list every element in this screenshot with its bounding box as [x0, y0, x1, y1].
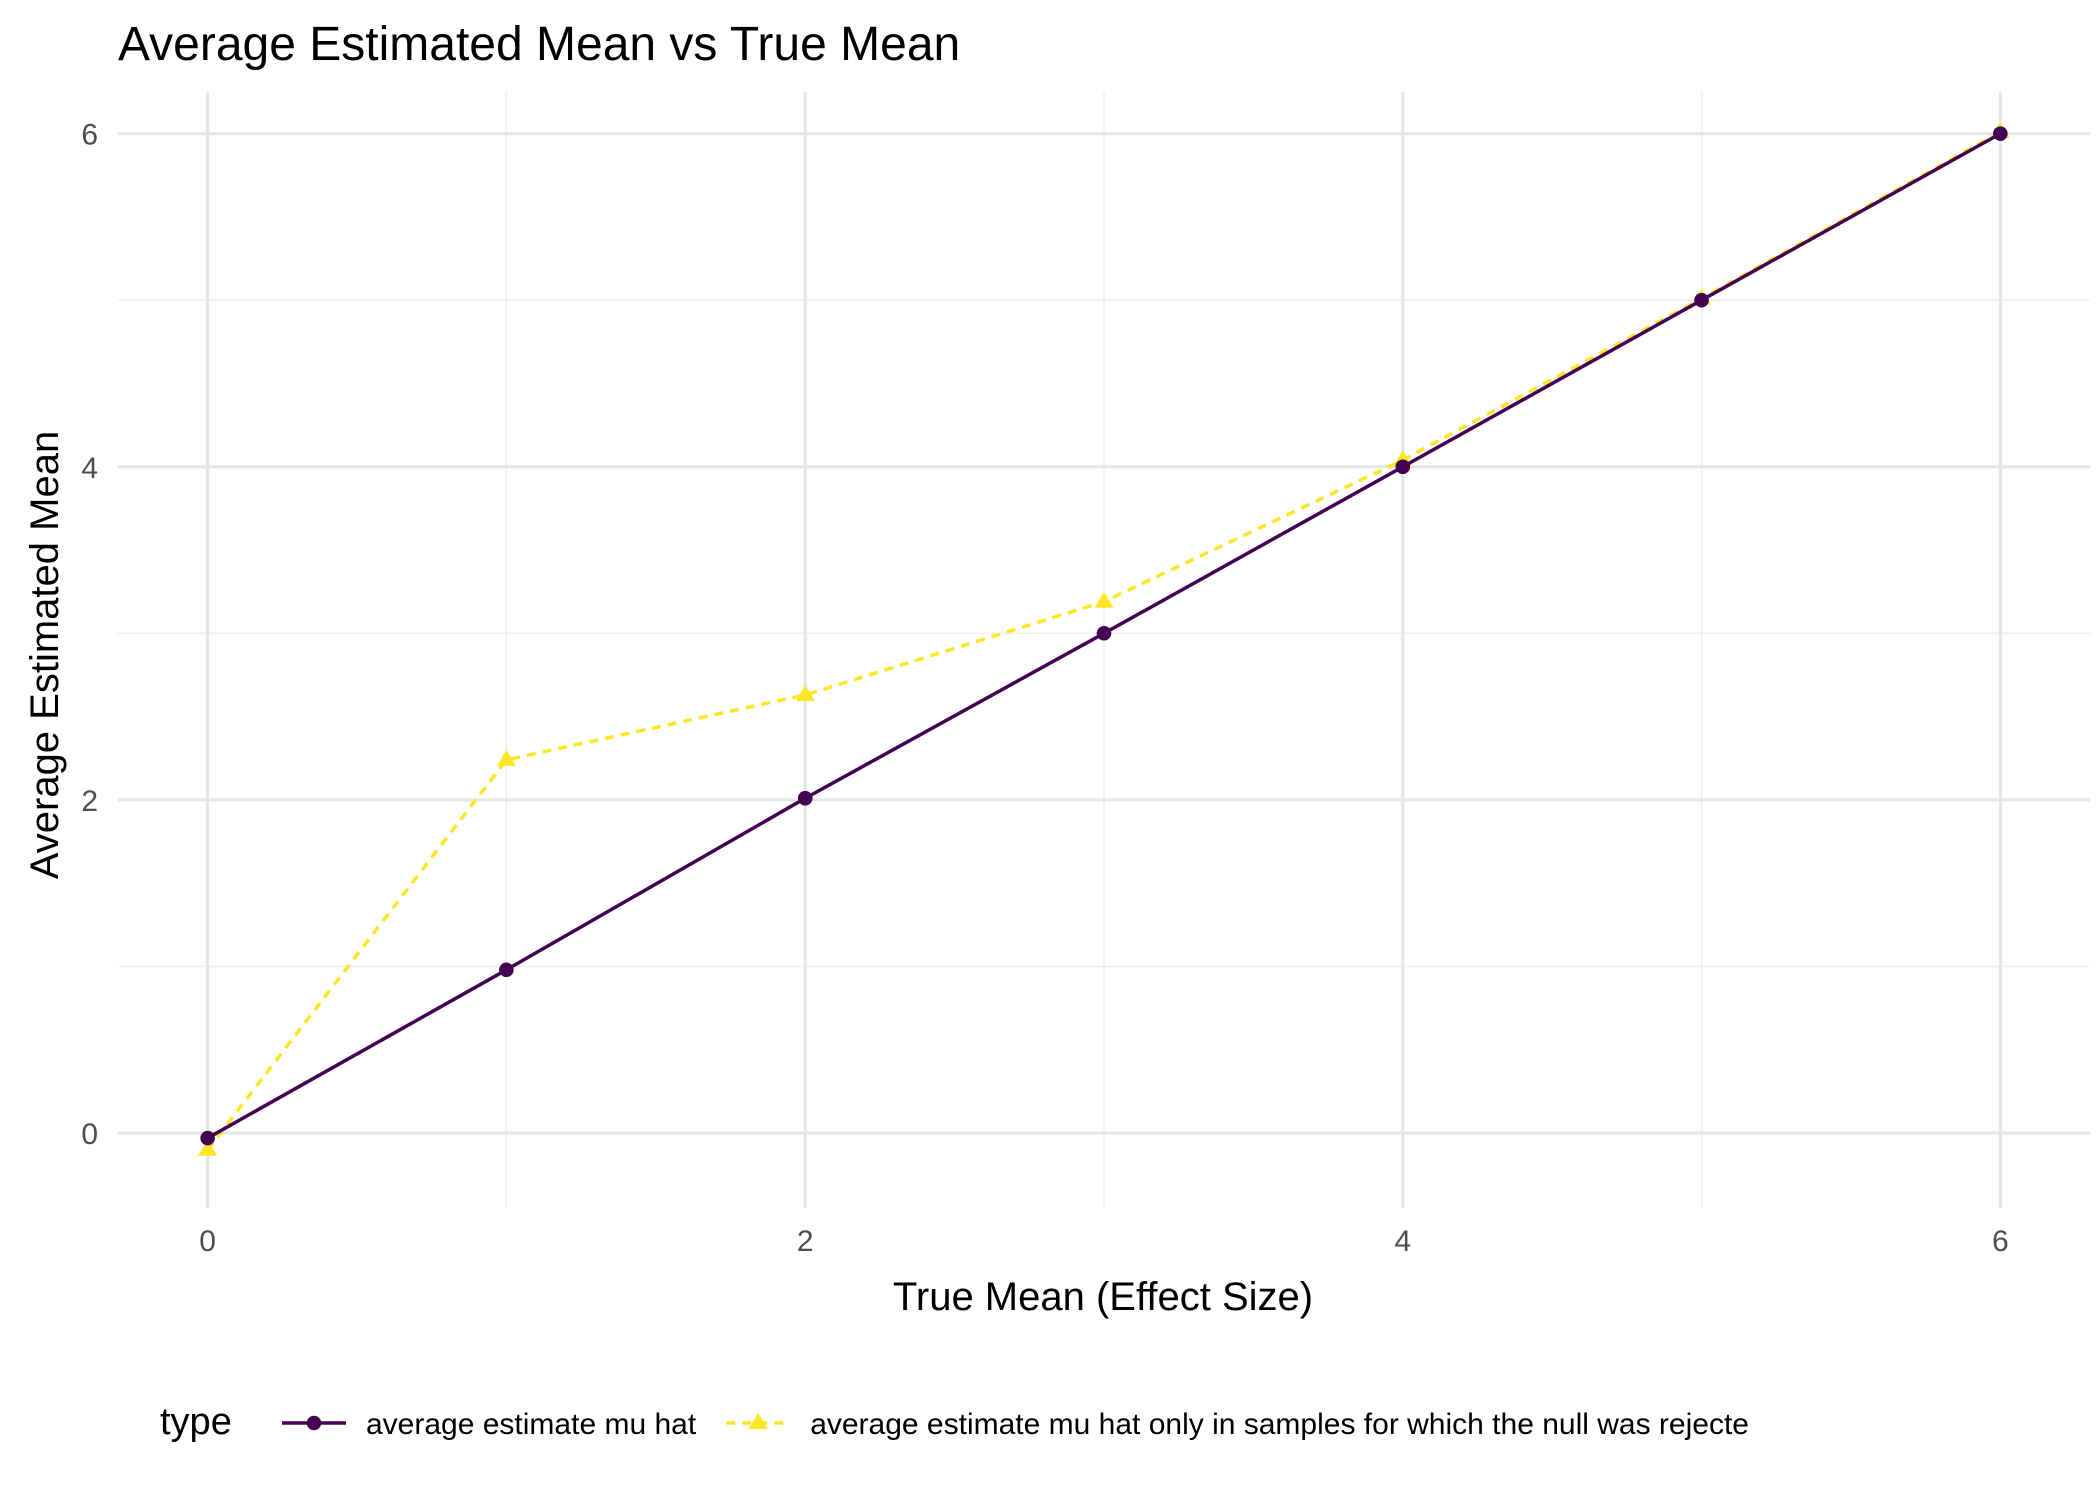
legend-item-2: average estimate mu hat only in samples …	[726, 1408, 1749, 1441]
y-tick-label: 4	[81, 452, 98, 485]
x-tick-label: 2	[797, 1225, 814, 1258]
y-tick-label: 0	[81, 1118, 98, 1151]
series-overlay	[200, 126, 2008, 1146]
legend-label: average estimate mu hat	[366, 1408, 697, 1441]
data-point	[1094, 591, 1114, 608]
y-tick-label: 6	[81, 119, 98, 152]
legend-items: average estimate mu hat average estimate …	[282, 1408, 1749, 1441]
grid	[118, 92, 2090, 1208]
data-point	[795, 684, 815, 701]
data-point	[496, 749, 516, 766]
data-point	[306, 1415, 322, 1431]
data-point	[1993, 126, 2008, 141]
tick-labels: 0 2 4 6 0 2 4 6	[81, 119, 2008, 1258]
x-tick-label: 4	[1394, 1225, 1411, 1258]
data-point	[1096, 626, 1112, 641]
x-tick-label: 6	[1992, 1225, 2009, 1258]
legend-label: average estimate mu hat only in samples …	[810, 1408, 1749, 1441]
data-point	[499, 962, 514, 978]
data-point	[200, 1130, 215, 1146]
data-point	[198, 1139, 218, 1156]
x-tick-label: 0	[199, 1225, 216, 1258]
data-point	[1395, 459, 1410, 474]
legend: type average estimate mu hat average esti…	[160, 1401, 1749, 1443]
series-layer	[198, 121, 2010, 1156]
data-point	[798, 791, 813, 806]
chart-title: Average Estimated Mean vs True Mean	[118, 18, 960, 71]
x-axis-title: True Mean (Effect Size)	[893, 1275, 1313, 1319]
legend-item-1: average estimate mu hat	[282, 1408, 697, 1441]
data-point	[748, 1413, 768, 1429]
legend-title: type	[160, 1401, 232, 1443]
data-point	[1694, 293, 1709, 308]
y-tick-label: 2	[81, 785, 98, 818]
y-axis-title: Average Estimated Mean	[23, 431, 67, 879]
